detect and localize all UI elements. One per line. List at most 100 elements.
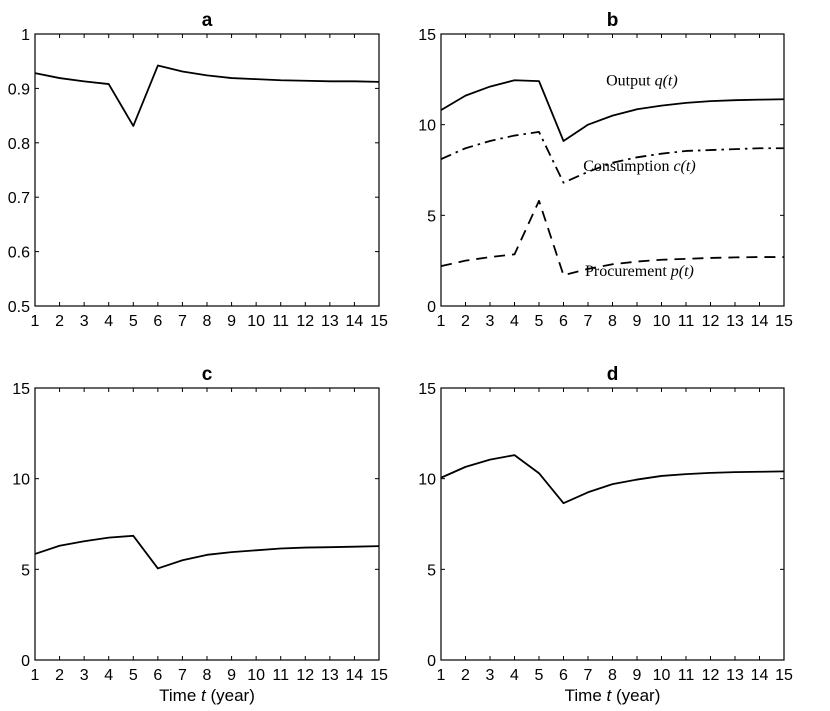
series-line-c [34, 534, 380, 570]
y-tick-label: 15 [418, 381, 436, 398]
x-tick-label: 12 [702, 667, 720, 684]
x-tick-label: 4 [104, 313, 113, 330]
x-tick-label: 6 [559, 313, 568, 330]
y-tick-label: 0.7 [8, 190, 30, 207]
x-tick-label: 5 [535, 667, 544, 684]
x-tick-label: 8 [203, 667, 212, 684]
x-tick-label: 8 [608, 667, 617, 684]
series-annotation: Consumption c(t) [583, 158, 695, 175]
x-tick-label: 11 [678, 667, 695, 684]
x-tick-label: 5 [129, 313, 138, 330]
y-tick-label: 5 [427, 208, 436, 225]
x-tick-label: 4 [510, 667, 519, 684]
panel-title: b [607, 10, 619, 31]
series-line-a [34, 64, 380, 127]
x-tick-label: 3 [80, 667, 89, 684]
panel-title: a [202, 10, 213, 31]
x-tick-label: 1 [31, 667, 40, 684]
y-tick-label: 0 [21, 653, 30, 670]
x-tick-label: 12 [702, 313, 720, 330]
y-tick-label: 1 [21, 27, 30, 44]
x-tick-label: 14 [751, 667, 769, 684]
x-tick-label: 7 [584, 667, 593, 684]
x-tick-label: 8 [608, 313, 617, 330]
y-tick-label: 5 [427, 562, 436, 579]
x-tick-label: 15 [775, 313, 793, 330]
x-tick-label: 7 [178, 313, 187, 330]
x-tick-label: 10 [653, 313, 671, 330]
x-tick-label: 13 [321, 313, 339, 330]
x-tick-label: 7 [178, 667, 187, 684]
x-tick-label: 13 [726, 313, 744, 330]
x-axis-label: Time t (year) [565, 686, 661, 705]
x-tick-label: 10 [653, 667, 671, 684]
series-line-consumption-c-t [440, 131, 784, 184]
x-tick-label: 7 [584, 313, 593, 330]
x-tick-label: 3 [486, 667, 495, 684]
x-tick-label: 12 [296, 313, 314, 330]
x-tick-label: 13 [726, 667, 744, 684]
y-tick-label: 10 [418, 118, 436, 135]
x-tick-label: 6 [559, 667, 568, 684]
x-tick-label: 6 [153, 313, 162, 330]
x-tick-label: 9 [227, 667, 236, 684]
x-tick-label: 2 [55, 667, 64, 684]
x-tick-label: 2 [461, 313, 470, 330]
series-line-procurement-p-t [440, 199, 784, 277]
x-tick-label: 3 [486, 313, 495, 330]
x-tick-label: 2 [55, 313, 64, 330]
y-tick-label: 5 [21, 562, 30, 579]
x-tick-label: 10 [247, 667, 265, 684]
y-tick-label: 10 [418, 472, 436, 489]
panel-title: c [202, 364, 213, 385]
y-tick-label: 15 [418, 27, 436, 44]
y-tick-label: 0.5 [8, 299, 30, 316]
x-tick-label: 14 [751, 313, 769, 330]
x-tick-label: 8 [203, 313, 212, 330]
x-tick-label: 4 [104, 667, 113, 684]
y-tick-label: 0 [427, 653, 436, 670]
plot-frame [34, 387, 380, 661]
x-tick-label: 11 [272, 313, 289, 330]
x-tick-label: 4 [510, 313, 519, 330]
x-tick-label: 14 [346, 313, 364, 330]
x-tick-label: 5 [129, 667, 138, 684]
x-tick-label: 15 [775, 667, 793, 684]
x-axis-label: Time t (year) [159, 686, 255, 705]
x-tick-label: 12 [296, 667, 314, 684]
panel-title: d [607, 364, 619, 385]
x-tick-label: 1 [437, 313, 446, 330]
x-tick-label: 2 [461, 667, 470, 684]
series-line-d [440, 454, 785, 505]
x-tick-label: 11 [678, 313, 695, 330]
x-tick-label: 6 [153, 667, 162, 684]
x-tick-label: 10 [247, 313, 265, 330]
y-tick-label: 0.6 [8, 245, 30, 262]
series-annotation: Procurement p(t) [585, 263, 694, 280]
y-tick-label: 15 [12, 381, 30, 398]
x-tick-label: 1 [31, 313, 40, 330]
x-tick-label: 13 [321, 667, 339, 684]
x-tick-label: 9 [633, 667, 642, 684]
x-tick-label: 5 [535, 313, 544, 330]
x-tick-label: 3 [80, 313, 89, 330]
y-tick-label: 10 [12, 472, 30, 489]
panel-a: a1 2 3 4 5 6 7 8 9 10 11 12 13 14 150.50.60.70.80.91 [8, 10, 388, 330]
x-tick-label: 15 [370, 667, 388, 684]
x-tick-label: 9 [633, 313, 642, 330]
y-tick-label: 0 [427, 299, 436, 316]
y-tick-label: 0.9 [8, 81, 30, 98]
plot-frame [440, 387, 785, 661]
series-line-output-q-t [440, 79, 785, 142]
x-tick-label: 14 [346, 667, 364, 684]
x-tick-label: 15 [370, 313, 388, 330]
y-tick-label: 0.8 [8, 136, 30, 153]
x-tick-label: 11 [272, 667, 289, 684]
x-tick-label: 1 [437, 667, 446, 684]
series-annotation: Output q(t) [606, 73, 678, 90]
x-tick-label: 9 [227, 313, 236, 330]
